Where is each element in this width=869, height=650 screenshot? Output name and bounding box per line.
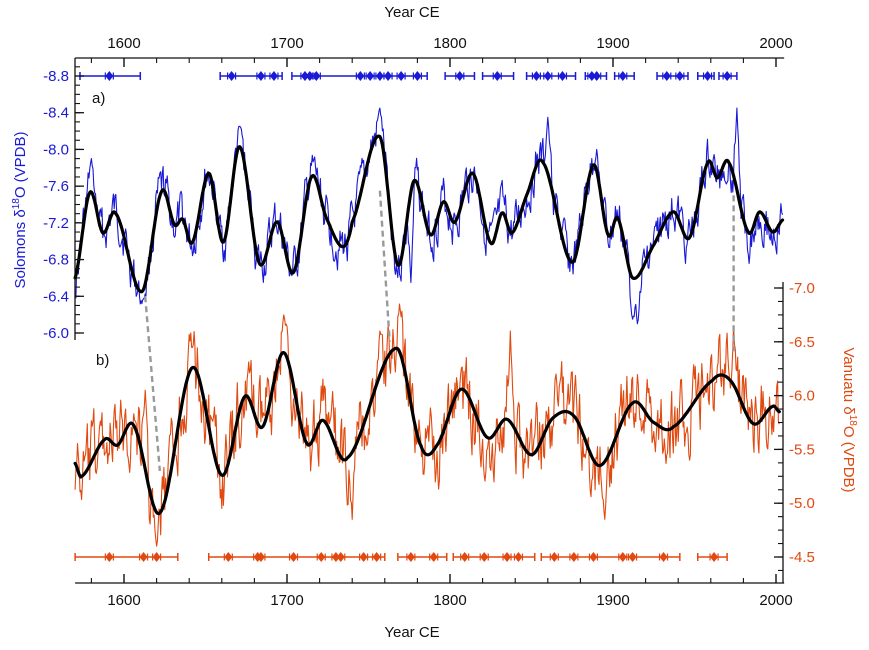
smoothed-line-b: [73, 346, 781, 516]
date-marker-a: [366, 71, 375, 81]
date-marker-b: [372, 552, 381, 562]
dating-points-layer: [74, 71, 738, 562]
date-marker-b: [618, 552, 627, 562]
y-tick-label-b: -6.5: [789, 334, 815, 351]
date-marker-b: [317, 552, 326, 562]
date-marker-b: [480, 552, 489, 562]
date-marker-a: [532, 71, 541, 81]
y-axis-title-vanuatu: Vanuatu δ18O (VPDB): [840, 347, 858, 492]
date-marker-b: [710, 552, 719, 562]
y-tick-label-a: -6.0: [43, 325, 69, 342]
date-marker-a: [455, 71, 464, 81]
top-x-tick-label: 1900: [596, 35, 629, 52]
date-marker-b: [139, 552, 148, 562]
date-marker-a: [558, 71, 567, 81]
date-marker-a: [543, 71, 552, 81]
date-marker-b: [289, 552, 298, 562]
date-marker-a: [375, 71, 384, 81]
date-marker-a: [356, 71, 365, 81]
date-marker-a: [397, 71, 406, 81]
date-marker-a: [256, 71, 265, 81]
date-marker-b: [406, 552, 415, 562]
y-tick-label-b: -5.0: [789, 495, 815, 512]
y-tick-label-a: -6.8: [43, 252, 69, 269]
bottom-x-tick-label: 1900: [596, 592, 629, 609]
date-marker-b: [256, 552, 265, 562]
date-marker-b: [105, 552, 114, 562]
date-marker-a: [618, 71, 627, 81]
bottom-x-tick-label: 1700: [270, 592, 303, 609]
y-tick-label-a: -7.2: [43, 215, 69, 232]
date-marker-b: [336, 552, 345, 562]
date-marker-a: [312, 71, 321, 81]
panel-a-label: a): [92, 90, 105, 107]
date-marker-b: [550, 552, 559, 562]
y-tick-label-b: -7.0: [789, 280, 815, 297]
date-marker-a: [384, 71, 393, 81]
y-tick-label-a: -6.4: [43, 288, 69, 305]
date-marker-a: [493, 71, 502, 81]
y-axis-title-solomons-pre: Solomons δ: [12, 209, 29, 288]
date-marker-a: [587, 71, 596, 81]
y-axis-title-vanuatu-post: O (VPDB): [840, 426, 857, 493]
bottom-x-tick-label: 2000: [759, 592, 792, 609]
top-x-axis-title: Year CE: [384, 4, 439, 21]
date-marker-b: [589, 552, 598, 562]
top-x-tick-label: 1600: [107, 35, 140, 52]
y-tick-label-a: -8.8: [43, 68, 69, 85]
date-marker-b: [224, 552, 233, 562]
y-tick-label-a: -8.4: [43, 105, 69, 122]
panel-b-label: b): [96, 352, 109, 369]
y-axis-title-vanuatu-sup: 18: [847, 415, 858, 427]
y-tick-label-b: -6.0: [789, 388, 815, 405]
date-marker-a: [105, 71, 114, 81]
date-marker-a: [703, 71, 712, 81]
date-marker-a: [413, 71, 422, 81]
date-marker-a: [269, 71, 278, 81]
date-marker-b: [331, 552, 340, 562]
date-marker-b: [659, 552, 668, 562]
date-marker-b: [503, 552, 512, 562]
y-tick-label-a: -8.0: [43, 141, 69, 158]
y-tick-label-b: -5.5: [789, 441, 815, 458]
bottom-x-tick-label: 1800: [433, 592, 466, 609]
top-x-tick-label: 2000: [759, 35, 792, 52]
date-marker-b: [514, 552, 523, 562]
date-marker-a: [723, 71, 732, 81]
y-axis-title-vanuatu-pre: Vanuatu δ: [840, 347, 857, 414]
y-axis-title-solomons-sup: 18: [11, 198, 22, 210]
top-x-tick-label: 1700: [270, 35, 303, 52]
smoothed-series-layer: [73, 134, 785, 516]
top-x-tick-label: 1800: [433, 35, 466, 52]
date-marker-a: [592, 71, 601, 81]
smoothed-line-a: [73, 134, 785, 294]
raw-series-layer: [74, 107, 784, 547]
connector-lines: [143, 190, 735, 472]
raw-line-b: [74, 303, 780, 547]
bottom-x-axis-title: Year CE: [384, 624, 439, 641]
y-tick-label-a: -7.6: [43, 178, 69, 195]
date-marker-b: [429, 552, 438, 562]
y-axis-title-solomons: Solomons δ18O (VPDB): [11, 131, 29, 288]
y-tick-label-b: -4.5: [789, 549, 815, 566]
date-marker-a: [227, 71, 236, 81]
date-marker-b: [460, 552, 469, 562]
event-connector-line: [378, 190, 391, 342]
date-marker-a: [662, 71, 671, 81]
date-marker-a: [675, 71, 684, 81]
date-marker-b: [152, 552, 161, 562]
axes-layer: -8.8 -8.4 -8.0 -7.6 -7.2 -6.8 -6.4 -6.0 -7.0 -6.5…: [43, 35, 815, 609]
date-marker-b: [628, 552, 637, 562]
date-marker-b: [359, 552, 368, 562]
bottom-x-tick-label: 1600: [107, 592, 140, 609]
date-marker-b: [569, 552, 578, 562]
date-marker-a: [300, 71, 309, 81]
y-axis-title-solomons-post: O (VPDB): [12, 131, 29, 198]
